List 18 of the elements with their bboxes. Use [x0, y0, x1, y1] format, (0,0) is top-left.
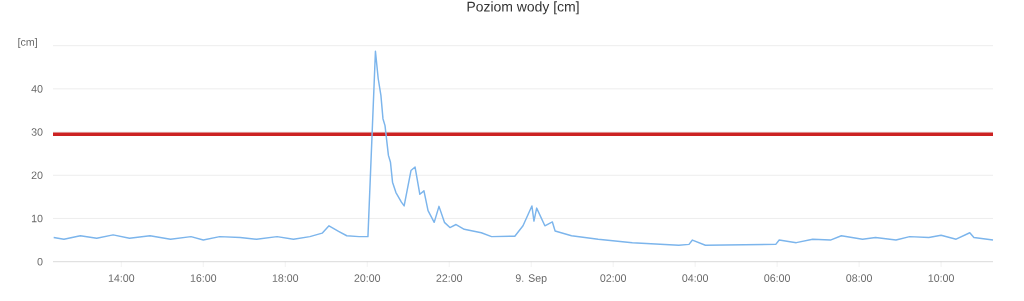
x-tick-label: 14:00 — [108, 274, 135, 282]
x-tick-label: 02:00 — [600, 274, 627, 282]
x-tick-label: 10:00 — [928, 274, 954, 282]
y-tick-label: 20 — [31, 171, 43, 180]
x-tick-label: 22:00 — [436, 274, 463, 282]
y-tick-label: 0 — [37, 257, 43, 266]
x-tick-label: 16:00 — [190, 274, 217, 282]
y-axis-title: [cm] — [18, 38, 37, 48]
x-tick-label: 08:00 — [846, 274, 872, 282]
y-tick-label: 40 — [31, 85, 43, 93]
chart-title: Poziom wody [cm] — [467, 1, 579, 15]
y-tick-label: 10 — [31, 214, 43, 223]
x-tick-label: 18:00 — [272, 274, 299, 282]
x-tick-label: 06:00 — [764, 274, 791, 282]
x-tick-label: 04:00 — [682, 274, 709, 282]
x-tick-label: 9. Sep — [515, 274, 547, 284]
x-tick-label: 20:00 — [354, 274, 381, 282]
y-tick-label: 30 — [31, 128, 43, 136]
